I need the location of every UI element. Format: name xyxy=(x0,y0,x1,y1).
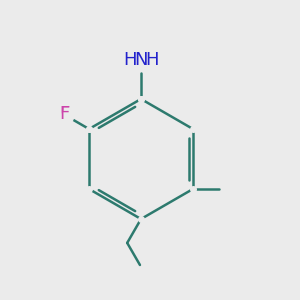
Text: H: H xyxy=(146,51,159,69)
Text: F: F xyxy=(59,105,70,123)
Text: N: N xyxy=(134,51,148,69)
Text: F: F xyxy=(59,105,70,123)
Text: H: H xyxy=(123,51,136,69)
